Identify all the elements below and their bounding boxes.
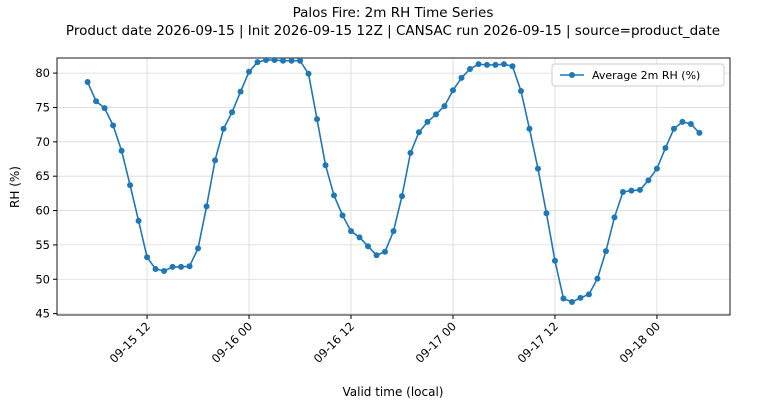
data-point bbox=[339, 212, 346, 219]
data-point bbox=[475, 61, 482, 68]
data-point bbox=[670, 125, 677, 132]
data-point bbox=[568, 298, 575, 305]
data-point bbox=[356, 234, 363, 241]
y-tick-label: 55 bbox=[35, 238, 50, 252]
data-point bbox=[178, 263, 185, 270]
x-tick-label: 09-17 12 bbox=[515, 319, 561, 365]
y-axis-label: RH (%) bbox=[8, 166, 22, 208]
y-tick-label: 60 bbox=[35, 204, 50, 218]
x-axis-label: Valid time (local) bbox=[343, 385, 444, 399]
data-point bbox=[288, 57, 295, 64]
data-point bbox=[84, 79, 91, 86]
x-tick-label: 09-15 12 bbox=[107, 319, 153, 365]
data-point bbox=[110, 122, 117, 129]
data-point bbox=[585, 291, 592, 298]
data-point bbox=[628, 187, 635, 194]
y-tick-label: 70 bbox=[35, 135, 50, 149]
data-point bbox=[220, 125, 227, 132]
legend-label: Average 2m RH (%) bbox=[592, 69, 700, 82]
y-tick-label: 50 bbox=[35, 272, 50, 286]
data-point bbox=[645, 177, 652, 184]
data-point bbox=[314, 116, 321, 123]
data-point bbox=[169, 263, 176, 270]
chart-title: Palos Fire: 2m RH Time Series bbox=[293, 5, 494, 21]
data-point bbox=[331, 192, 338, 199]
chart-subtitle: Product date 2026-09-15 | Init 2026-09-1… bbox=[66, 23, 720, 39]
data-point bbox=[458, 74, 465, 81]
data-point bbox=[407, 149, 414, 156]
data-point bbox=[449, 87, 456, 94]
data-point bbox=[483, 61, 490, 68]
x-tick-label: 09-18 00 bbox=[617, 319, 663, 365]
data-point bbox=[212, 157, 219, 164]
data-point bbox=[144, 254, 151, 261]
data-point bbox=[93, 98, 100, 105]
data-point bbox=[517, 87, 524, 94]
data-point bbox=[577, 294, 584, 301]
data-point bbox=[254, 59, 261, 66]
data-point bbox=[101, 105, 108, 112]
data-point bbox=[186, 263, 193, 270]
data-point bbox=[398, 193, 405, 200]
data-point bbox=[280, 57, 287, 64]
data-point bbox=[424, 118, 431, 125]
data-point bbox=[696, 129, 703, 136]
x-tick-label: 09-16 12 bbox=[311, 319, 357, 365]
legend-box bbox=[551, 63, 725, 87]
data-point bbox=[322, 162, 329, 169]
data-point bbox=[305, 70, 312, 77]
legend-marker bbox=[569, 72, 575, 78]
data-point bbox=[432, 111, 439, 118]
data-point bbox=[543, 210, 550, 217]
data-point bbox=[662, 145, 669, 152]
data-point bbox=[237, 88, 244, 95]
y-tick-label: 45 bbox=[35, 307, 50, 321]
data-point bbox=[594, 275, 601, 282]
data-point bbox=[534, 165, 541, 172]
x-tick-label: 09-17 00 bbox=[413, 319, 459, 365]
data-point bbox=[636, 186, 643, 193]
data-point bbox=[653, 165, 660, 172]
data-point bbox=[135, 217, 142, 224]
data-point bbox=[263, 57, 270, 64]
data-point bbox=[492, 61, 499, 68]
plot-frame bbox=[56, 57, 731, 316]
data-point bbox=[271, 57, 278, 64]
data-point bbox=[560, 295, 567, 302]
y-tick-label: 65 bbox=[35, 169, 50, 183]
data-point bbox=[229, 109, 236, 116]
data-point bbox=[509, 63, 516, 70]
data-point bbox=[526, 125, 533, 132]
data-point bbox=[500, 61, 507, 68]
data-point bbox=[551, 257, 558, 264]
data-point bbox=[382, 248, 389, 255]
data-point bbox=[687, 120, 694, 127]
data-point bbox=[415, 129, 422, 136]
data-point bbox=[161, 268, 168, 275]
data-point bbox=[365, 243, 372, 250]
y-tick-label: 75 bbox=[35, 100, 50, 114]
x-tick-label: 09-16 00 bbox=[209, 319, 255, 365]
data-point bbox=[195, 245, 202, 252]
y-tick-label: 80 bbox=[35, 66, 50, 80]
data-point bbox=[390, 228, 397, 235]
data-point bbox=[246, 68, 253, 75]
data-point bbox=[118, 147, 125, 154]
data-point bbox=[619, 188, 626, 195]
data-point bbox=[203, 203, 210, 210]
data-point bbox=[127, 182, 134, 189]
data-point bbox=[297, 57, 304, 64]
data-point bbox=[348, 228, 355, 235]
data-point bbox=[441, 103, 448, 110]
data-point bbox=[466, 65, 473, 72]
data-point bbox=[152, 265, 159, 272]
data-point bbox=[373, 252, 380, 259]
data-point bbox=[611, 214, 618, 221]
data-point bbox=[679, 118, 686, 125]
data-point bbox=[602, 248, 609, 255]
